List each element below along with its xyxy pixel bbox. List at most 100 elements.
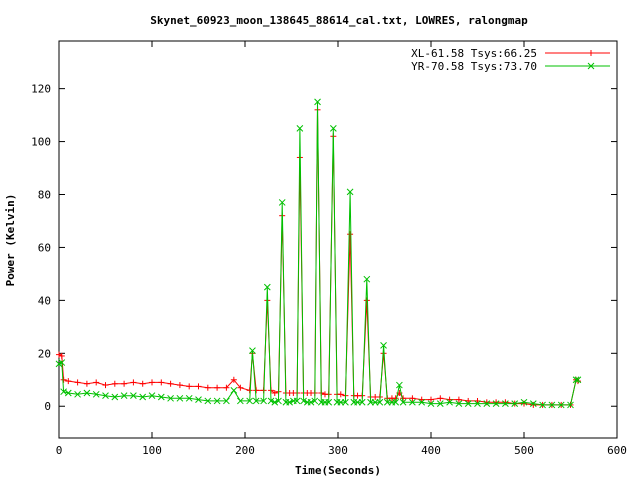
data-point	[111, 393, 119, 401]
data-point	[455, 396, 462, 403]
data-point	[363, 275, 371, 283]
data-point	[271, 398, 279, 406]
data-point	[93, 379, 100, 386]
y-axis-ticks: 0 20 40 60 80 100 120	[31, 83, 617, 413]
data-point	[337, 391, 344, 398]
data-point	[139, 393, 147, 401]
data-point	[58, 359, 66, 366]
series-2	[55, 98, 582, 409]
data-point	[195, 396, 202, 403]
data-point	[263, 283, 271, 291]
data-point	[246, 387, 253, 394]
data-point	[474, 400, 481, 407]
data-point	[574, 376, 582, 384]
y-tick-label: 60	[38, 241, 51, 254]
x-tick-label: 500	[514, 444, 534, 457]
data-point	[539, 401, 546, 409]
data-point	[267, 397, 275, 405]
data-point	[342, 398, 349, 406]
data-point	[418, 398, 426, 406]
legend-label: XL-61.58 Tsys:66.25	[411, 47, 537, 60]
data-point	[455, 400, 463, 407]
plot-frame	[58, 40, 618, 439]
data-point	[130, 392, 137, 400]
data-point	[511, 400, 519, 407]
data-point	[60, 376, 67, 383]
data-point	[396, 381, 403, 389]
data-point	[167, 380, 174, 387]
x-axis-ticks: 0 100 200 300 400 500 600	[56, 41, 627, 457]
data-point	[572, 376, 580, 384]
data-point	[237, 384, 244, 391]
y-tick-label: 80	[38, 189, 51, 202]
data-point	[529, 400, 537, 407]
y-tick-label: 20	[38, 347, 51, 360]
data-point	[56, 351, 62, 358]
data-point	[111, 380, 118, 387]
data-point	[275, 397, 282, 405]
data-point	[230, 376, 237, 383]
data-point	[363, 297, 370, 304]
data-point	[358, 398, 366, 406]
data-point	[376, 398, 384, 406]
data-point	[293, 397, 301, 405]
data-point	[74, 390, 81, 398]
data-point	[185, 394, 193, 402]
data-point	[214, 384, 221, 391]
data-point	[253, 387, 260, 394]
data-point	[176, 382, 183, 389]
data-point	[246, 397, 254, 405]
data-point	[230, 387, 238, 394]
data-point	[120, 392, 128, 400]
x-tick-label: 200	[235, 444, 255, 457]
x-tick-label: 0	[56, 444, 63, 457]
data-point	[130, 379, 137, 386]
data-point	[286, 398, 293, 406]
data-point	[409, 398, 416, 406]
data-point	[236, 397, 244, 405]
data-point	[409, 395, 416, 402]
data-point	[567, 401, 574, 409]
x-tick-label: 600	[607, 444, 627, 457]
data-point	[167, 394, 174, 402]
data-point	[83, 380, 90, 387]
x-tick-label: 400	[421, 444, 441, 457]
legend-marker	[587, 62, 595, 70]
data-point	[427, 400, 435, 407]
data-point	[346, 188, 354, 196]
data-point	[300, 397, 307, 405]
data-point	[548, 401, 556, 409]
data-point	[83, 389, 91, 397]
y-tick-label: 100	[31, 136, 51, 149]
data-point	[399, 398, 407, 406]
data-point	[64, 389, 72, 397]
data-point	[392, 398, 400, 406]
data-point	[483, 400, 491, 407]
data-point	[249, 347, 256, 355]
data-point	[271, 390, 278, 397]
data-point	[176, 394, 184, 402]
data-point	[186, 383, 193, 390]
data-point	[121, 380, 128, 387]
data-point	[557, 401, 565, 409]
series-layer	[55, 98, 582, 409]
data-point	[102, 382, 109, 389]
data-point	[223, 397, 230, 405]
data-point	[493, 399, 500, 406]
data-point	[102, 392, 109, 400]
data-point	[502, 400, 509, 407]
data-point	[74, 379, 81, 386]
data-point	[204, 384, 211, 391]
data-point	[158, 379, 165, 386]
data-point	[296, 124, 304, 132]
data-point	[260, 397, 267, 405]
data-point	[92, 390, 100, 398]
data-point	[325, 398, 333, 406]
data-point	[157, 393, 165, 401]
data-point	[520, 398, 528, 406]
data-point	[65, 378, 72, 385]
data-point	[58, 352, 65, 359]
y-tick-label: 40	[38, 294, 51, 307]
